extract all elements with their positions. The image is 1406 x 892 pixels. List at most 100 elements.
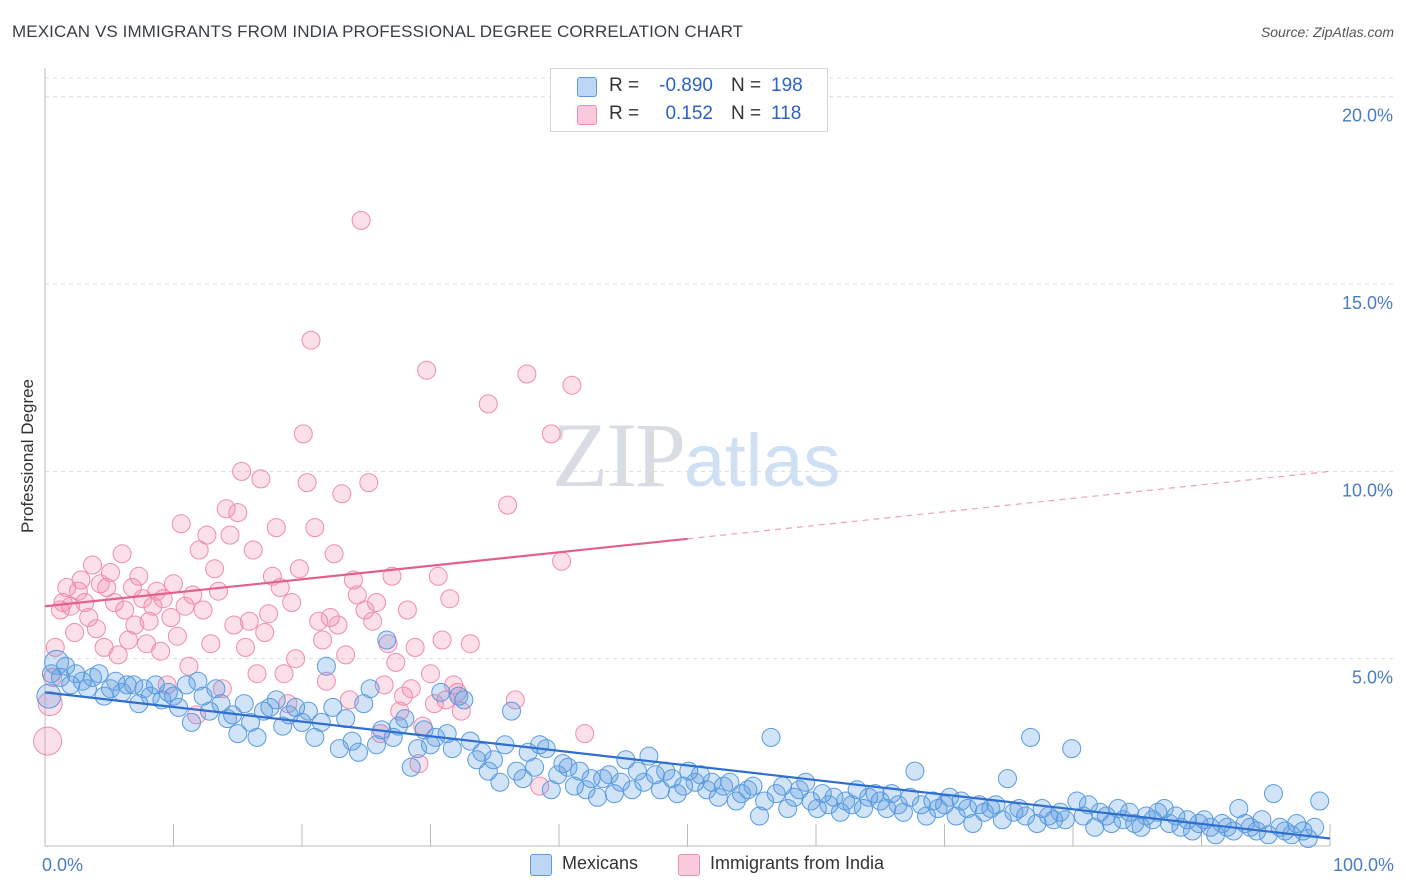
point-mexicans <box>228 724 248 744</box>
point-mexicans <box>1125 814 1145 833</box>
point-india <box>451 701 471 721</box>
point-india <box>205 559 225 579</box>
point-india <box>347 585 367 605</box>
tick-labels: 5.0% 10.0% 15.0% 20.0% 0.0% 100.0% <box>42 106 1394 875</box>
stats-row-india: R = 0.152 N = 118 <box>551 101 827 129</box>
point-mexicans <box>854 799 873 818</box>
point-mexicans <box>134 679 154 699</box>
point-india <box>575 724 595 744</box>
point-india <box>129 566 149 586</box>
point-india <box>247 664 267 684</box>
point-mexicans <box>732 784 751 804</box>
point-india <box>374 675 394 695</box>
point-mexicans <box>1016 806 1035 826</box>
point-mexicans <box>1148 802 1168 822</box>
point-india <box>83 555 102 575</box>
stats-n-label: N = <box>731 103 762 124</box>
point-india <box>101 563 120 582</box>
point-mexicans <box>36 683 62 709</box>
stats-r-label: R = <box>609 103 640 124</box>
point-india <box>236 637 255 657</box>
legend-label-mexicans: Mexicans <box>562 853 639 873</box>
point-mexicans <box>395 709 415 729</box>
point-mexicans <box>83 667 102 687</box>
point-india <box>115 600 135 620</box>
trend-line-mexicans <box>44 691 1331 840</box>
point-mexicans <box>553 754 573 774</box>
point-india <box>541 424 561 444</box>
point-mexicans <box>1032 799 1052 818</box>
point-india <box>428 566 448 586</box>
point-india <box>530 776 550 796</box>
point-india <box>498 495 518 515</box>
point-india <box>460 634 480 654</box>
point-india <box>355 600 375 620</box>
point-mexicans <box>604 784 624 804</box>
point-india <box>239 611 259 631</box>
point-mexicans <box>484 750 503 770</box>
point-mexicans <box>360 679 380 699</box>
point-mexicans <box>449 686 469 706</box>
watermark-atlas: atlas <box>684 419 841 502</box>
point-mexicans <box>442 739 462 759</box>
source-label: Source: ZipAtlas.com <box>1260 24 1394 40</box>
y-tick-label: 10.0% <box>1342 480 1393 500</box>
grid-lines <box>45 77 1394 660</box>
point-india <box>359 473 379 493</box>
point-mexicans <box>634 772 654 792</box>
point-mexicans <box>1062 739 1082 759</box>
point-mexicans <box>766 784 786 804</box>
point-mexicans <box>89 664 109 684</box>
point-mexicans <box>778 799 798 818</box>
point-mexicans <box>720 772 740 792</box>
x-tick-label: 0.0% <box>42 855 83 875</box>
point-mexicans <box>247 727 267 747</box>
point-mexicans <box>298 701 318 721</box>
point-mexicans <box>946 806 966 826</box>
point-india <box>336 645 356 665</box>
point-india <box>320 608 340 627</box>
point-india <box>293 424 313 444</box>
point-india <box>282 593 302 612</box>
point-india <box>328 615 348 635</box>
point-india <box>97 578 117 597</box>
point-mexicans <box>900 787 920 807</box>
point-india <box>316 671 336 691</box>
point-india <box>193 600 213 620</box>
point-india <box>363 611 383 631</box>
watermark-zip: ZIP <box>552 404 686 506</box>
point-india <box>386 652 406 672</box>
point-mexicans <box>905 761 925 781</box>
point-mexicans <box>50 667 70 687</box>
point-india <box>478 394 498 414</box>
point-mexicans <box>316 656 336 676</box>
stats-box: R = -0.890 N = 198 R = 0.152 N = 118 <box>550 68 828 132</box>
trend-lines <box>44 470 1331 840</box>
point-mexicans <box>714 776 733 796</box>
point-india <box>259 604 279 624</box>
point-india <box>309 611 329 631</box>
point-india <box>171 514 191 534</box>
point-mexicans <box>502 701 521 721</box>
point-india <box>167 626 187 646</box>
point-india <box>164 574 183 594</box>
stats-row-mexicans: R = -0.890 N = 198 <box>551 73 827 101</box>
point-india <box>367 593 386 612</box>
point-india <box>424 694 444 714</box>
point-mexicans <box>56 656 76 676</box>
chart-title: MEXICAN VS IMMIGRANTS FROM INDIA PROFESS… <box>12 22 744 41</box>
point-mexicans <box>807 799 827 818</box>
point-mexicans <box>755 791 775 811</box>
point-mexicans <box>401 757 421 777</box>
stats-swatch-mexicans <box>577 77 597 97</box>
point-mexicans <box>454 690 474 710</box>
point-india <box>108 645 128 665</box>
point-india <box>65 623 85 642</box>
point-mexicans <box>1177 810 1197 830</box>
point-mexicans <box>1264 784 1283 804</box>
point-mexicans <box>408 739 428 759</box>
point-mexicans <box>254 701 273 721</box>
point-mexicans <box>761 727 781 747</box>
point-india <box>289 559 309 579</box>
